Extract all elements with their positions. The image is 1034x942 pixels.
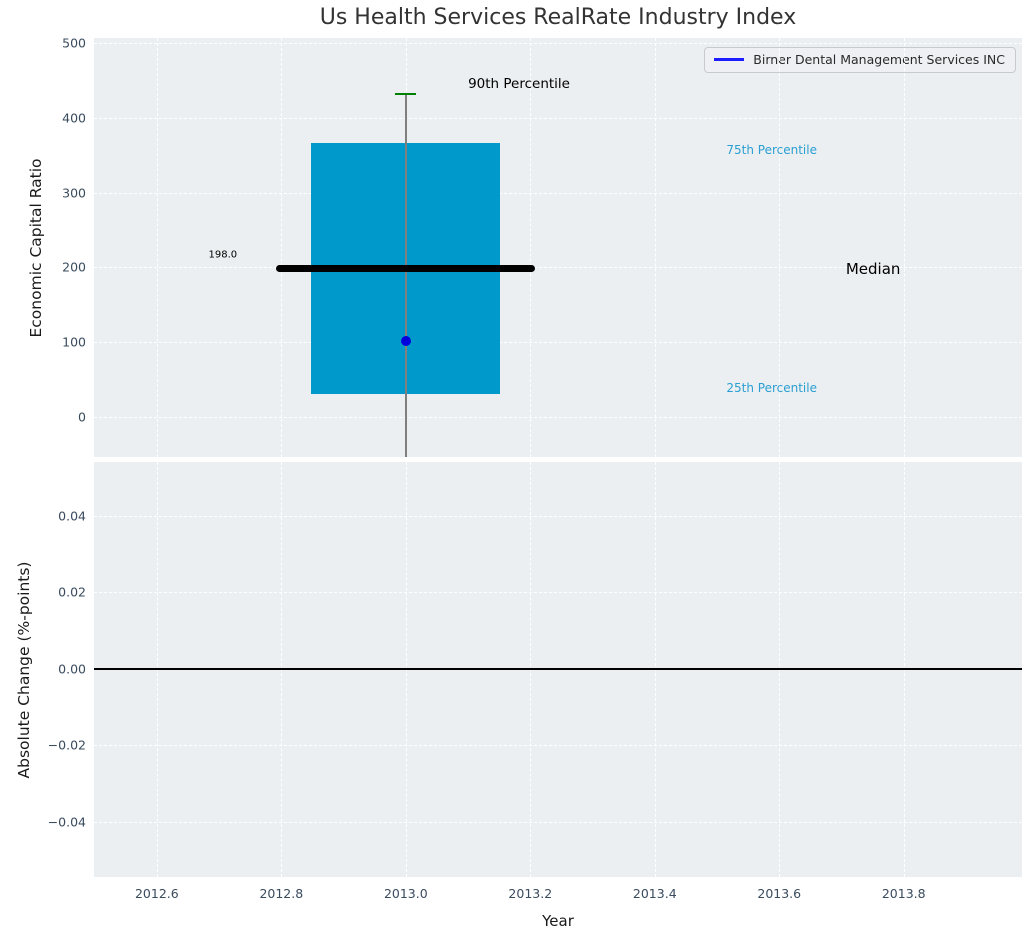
ytick-bottom-−0.04: −0.04 <box>47 814 86 830</box>
median-line <box>276 265 536 273</box>
annotation-p25-label: 25th Percentile <box>726 380 817 395</box>
gridline-x-2012.6 <box>156 38 158 457</box>
gridline-y-−0.02 <box>94 745 1022 747</box>
gridline-x-2012.8 <box>281 38 283 457</box>
gridline-y-−0.04 <box>94 821 1022 823</box>
company-value-dot <box>400 336 411 347</box>
gridline-x-2013.2 <box>530 38 532 457</box>
ytick-bottom-0.00: 0.00 <box>58 661 86 677</box>
gridline-x-2013.8 <box>903 38 905 457</box>
whisker-line <box>405 94 407 457</box>
ytick-bottom-−0.02: −0.02 <box>47 737 86 753</box>
gridline-y-200 <box>94 267 1022 269</box>
legend-label: Birner Dental Management Services INC <box>753 52 1005 67</box>
annotation-p75-label: 75th Percentile <box>726 143 817 158</box>
xtick-2012.8: 2012.8 <box>259 886 304 901</box>
xtick-2013.2: 2013.2 <box>508 886 553 901</box>
ytick-top-300: 300 <box>62 185 86 201</box>
xtick-2013.8: 2013.8 <box>881 886 926 901</box>
gridline-x-2013.4 <box>654 38 656 457</box>
xlabel-year: Year <box>542 912 574 930</box>
gridline-x-2013.6 <box>779 38 781 457</box>
ytick-top-0: 0 <box>78 409 86 425</box>
ytick-top-400: 400 <box>62 110 86 126</box>
gridline-y-500 <box>94 43 1022 45</box>
ytick-bottom-0.02: 0.02 <box>58 584 86 600</box>
zero-line <box>94 668 1022 670</box>
gridline-y-100 <box>94 341 1022 343</box>
ytick-top-200: 200 <box>62 259 86 275</box>
gridline-y-0.02 <box>94 592 1022 594</box>
legend-line-swatch <box>714 58 745 61</box>
annotation-p90-label: 90th Percentile <box>468 76 570 93</box>
xtick-2012.6: 2012.6 <box>134 886 179 901</box>
ytick-top-100: 100 <box>62 334 86 350</box>
gridline-y-0 <box>94 416 1022 418</box>
annotation-median-value: 198.0 <box>208 249 238 261</box>
chart-title: Us Health Services RealRate Industry Ind… <box>319 5 797 30</box>
legend: Birner Dental Management Services INC <box>704 47 1016 73</box>
ytick-bottom-0.04: 0.04 <box>58 508 86 524</box>
annotation-median-label: Median <box>845 259 901 278</box>
ytick-top-500: 500 <box>62 35 86 51</box>
top-axes <box>94 38 1022 457</box>
p90-cap <box>395 92 417 96</box>
gridline-y-300 <box>94 192 1022 194</box>
xtick-2013.4: 2013.4 <box>632 886 677 901</box>
xtick-2013.6: 2013.6 <box>757 886 802 901</box>
gridline-y-400 <box>94 117 1022 119</box>
gridline-y-0.04 <box>94 515 1022 517</box>
xtick-2013.0: 2013.0 <box>383 886 428 901</box>
